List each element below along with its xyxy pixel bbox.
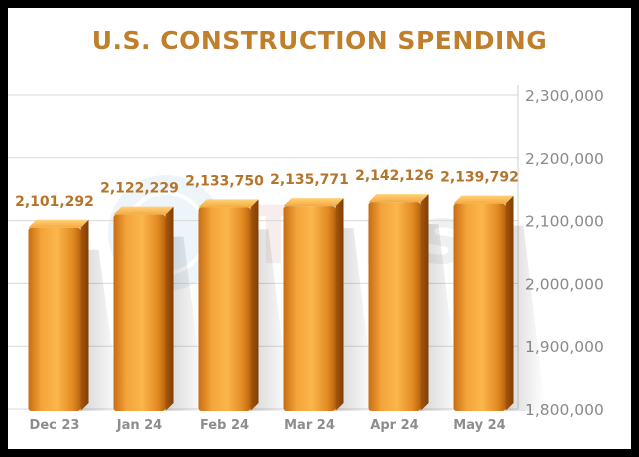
bar-side	[165, 206, 174, 411]
bar-shadows	[80, 224, 546, 411]
bar-top	[453, 195, 514, 204]
x-axis: Dec 23 Jan 24 Feb 24 Mar 24 Apr 24 May 24	[30, 418, 506, 433]
data-label: 2,139,792	[440, 170, 519, 186]
bar-top	[28, 219, 89, 228]
bar-shadow	[420, 224, 461, 411]
bar-shadow	[165, 236, 206, 411]
chart-title: U.S. CONSTRUCTION SPENDING	[91, 26, 548, 55]
x-tick-label: Apr 24	[370, 418, 418, 433]
y-tick-label: 2,200,000	[525, 150, 604, 168]
bar	[368, 194, 429, 411]
bar-side	[335, 198, 344, 411]
bar-shadow	[505, 225, 546, 411]
chart-card: U.S. CONSTRUCTION SPENDING Tr ns	[8, 8, 631, 449]
bar-front	[283, 206, 336, 411]
bar-top	[368, 194, 429, 203]
y-tick-label: 2,000,000	[525, 275, 604, 293]
y-tick-label: 2,100,000	[525, 213, 604, 231]
y-tick-label: 2,300,000	[525, 87, 604, 105]
bar	[113, 206, 174, 411]
bar-side	[80, 219, 89, 411]
bars	[28, 194, 514, 411]
x-tick-label: Dec 23	[30, 418, 80, 433]
bar-top	[198, 199, 259, 208]
bar-side	[420, 194, 429, 411]
y-tick-label: 1,900,000	[525, 338, 604, 356]
bar-front	[113, 214, 166, 411]
bar-shadow	[335, 228, 376, 411]
bar-front	[198, 207, 251, 411]
bar-front	[368, 202, 421, 411]
bar-shadow	[80, 249, 121, 411]
data-label: 2,133,750	[185, 173, 264, 189]
data-labels: 2,101,292 2,122,229 2,133,750 2,135,771 2,14…	[15, 168, 519, 210]
bar-chart: 1,800,0001,900,0002,000,0002,100,0002,20…	[8, 85, 604, 433]
bar	[283, 198, 344, 411]
bar	[28, 219, 89, 411]
bar-side	[505, 195, 514, 411]
data-label: 2,135,771	[270, 172, 349, 188]
x-tick-label: Mar 24	[284, 418, 335, 433]
bar-top	[113, 206, 174, 215]
data-label: 2,142,126	[355, 168, 434, 184]
x-tick-label: May 24	[453, 418, 505, 433]
bar	[198, 199, 259, 411]
bar-front	[453, 203, 506, 411]
bar-shadow	[250, 229, 291, 411]
bar-top	[283, 198, 344, 207]
bar-side	[250, 199, 259, 411]
data-label: 2,101,292	[15, 194, 94, 210]
data-label: 2,122,229	[100, 181, 179, 197]
x-tick-label: Feb 24	[200, 418, 249, 433]
x-tick-label: Jan 24	[116, 418, 162, 433]
bar-front	[28, 227, 81, 411]
bar	[453, 195, 514, 411]
